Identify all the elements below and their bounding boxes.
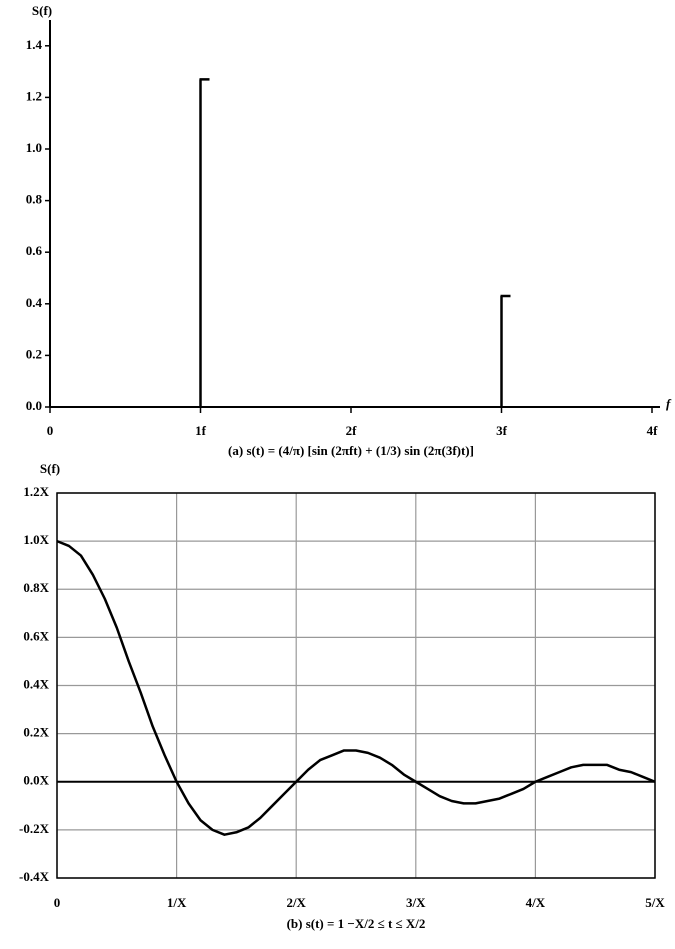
x-tick-label: 0 (47, 423, 54, 438)
y-tick-label: 0.6X (23, 628, 49, 643)
plot-frame (56, 492, 656, 879)
y-tick-label: -0.2X (19, 821, 50, 836)
y-tick-label: 0.2 (26, 346, 42, 361)
y-tick-label: 1.0 (26, 140, 42, 155)
x-tick-label: 1f (195, 423, 207, 438)
y-tick-label: 0.8X (23, 580, 49, 595)
y-tick-label: 0.0 (26, 398, 42, 413)
caption: (a) s(t) = (4/π) [sin (2πft) + (1/3) sin… (228, 443, 474, 458)
stem (500, 294, 511, 407)
y-tick-label: 1.4 (26, 37, 43, 52)
y-tick-label: 0.8 (26, 192, 43, 207)
x-tick-label: 5/X (645, 895, 665, 910)
y-tick-label: 1.2X (23, 484, 49, 499)
y-axis-label: S(f) (40, 461, 60, 476)
x-tick-label: 1/X (167, 895, 187, 910)
y-axis-label: S(f) (32, 3, 52, 18)
x-tick-label: 2/X (286, 895, 306, 910)
x-tick-label: 0 (54, 895, 61, 910)
y-tick-label: 0.0X (23, 773, 49, 788)
y-tick-label: 0.6 (26, 243, 43, 258)
x-tick-label: 4f (647, 423, 659, 438)
y-tick-label: 0.4 (26, 295, 43, 310)
y-tick-label: 0.2X (23, 725, 49, 740)
y-tick-label: -0.4X (19, 869, 50, 884)
y-tick-label: 1.2 (26, 88, 42, 103)
x-tick-label: 4/X (526, 895, 546, 910)
y-tick-label: 0.4X (23, 676, 49, 691)
y-tick-label: 1.0X (23, 532, 49, 547)
x-axis-label: f (666, 396, 672, 411)
x-tick-label: 3/X (406, 895, 426, 910)
x-tick-label: 2f (346, 423, 358, 438)
line (56, 539, 656, 836)
caption: (b) s(t) = 1 −X/2 ≤ t ≤ X/2 (287, 916, 426, 931)
stem (199, 78, 210, 407)
x-tick-label: 3f (496, 423, 508, 438)
